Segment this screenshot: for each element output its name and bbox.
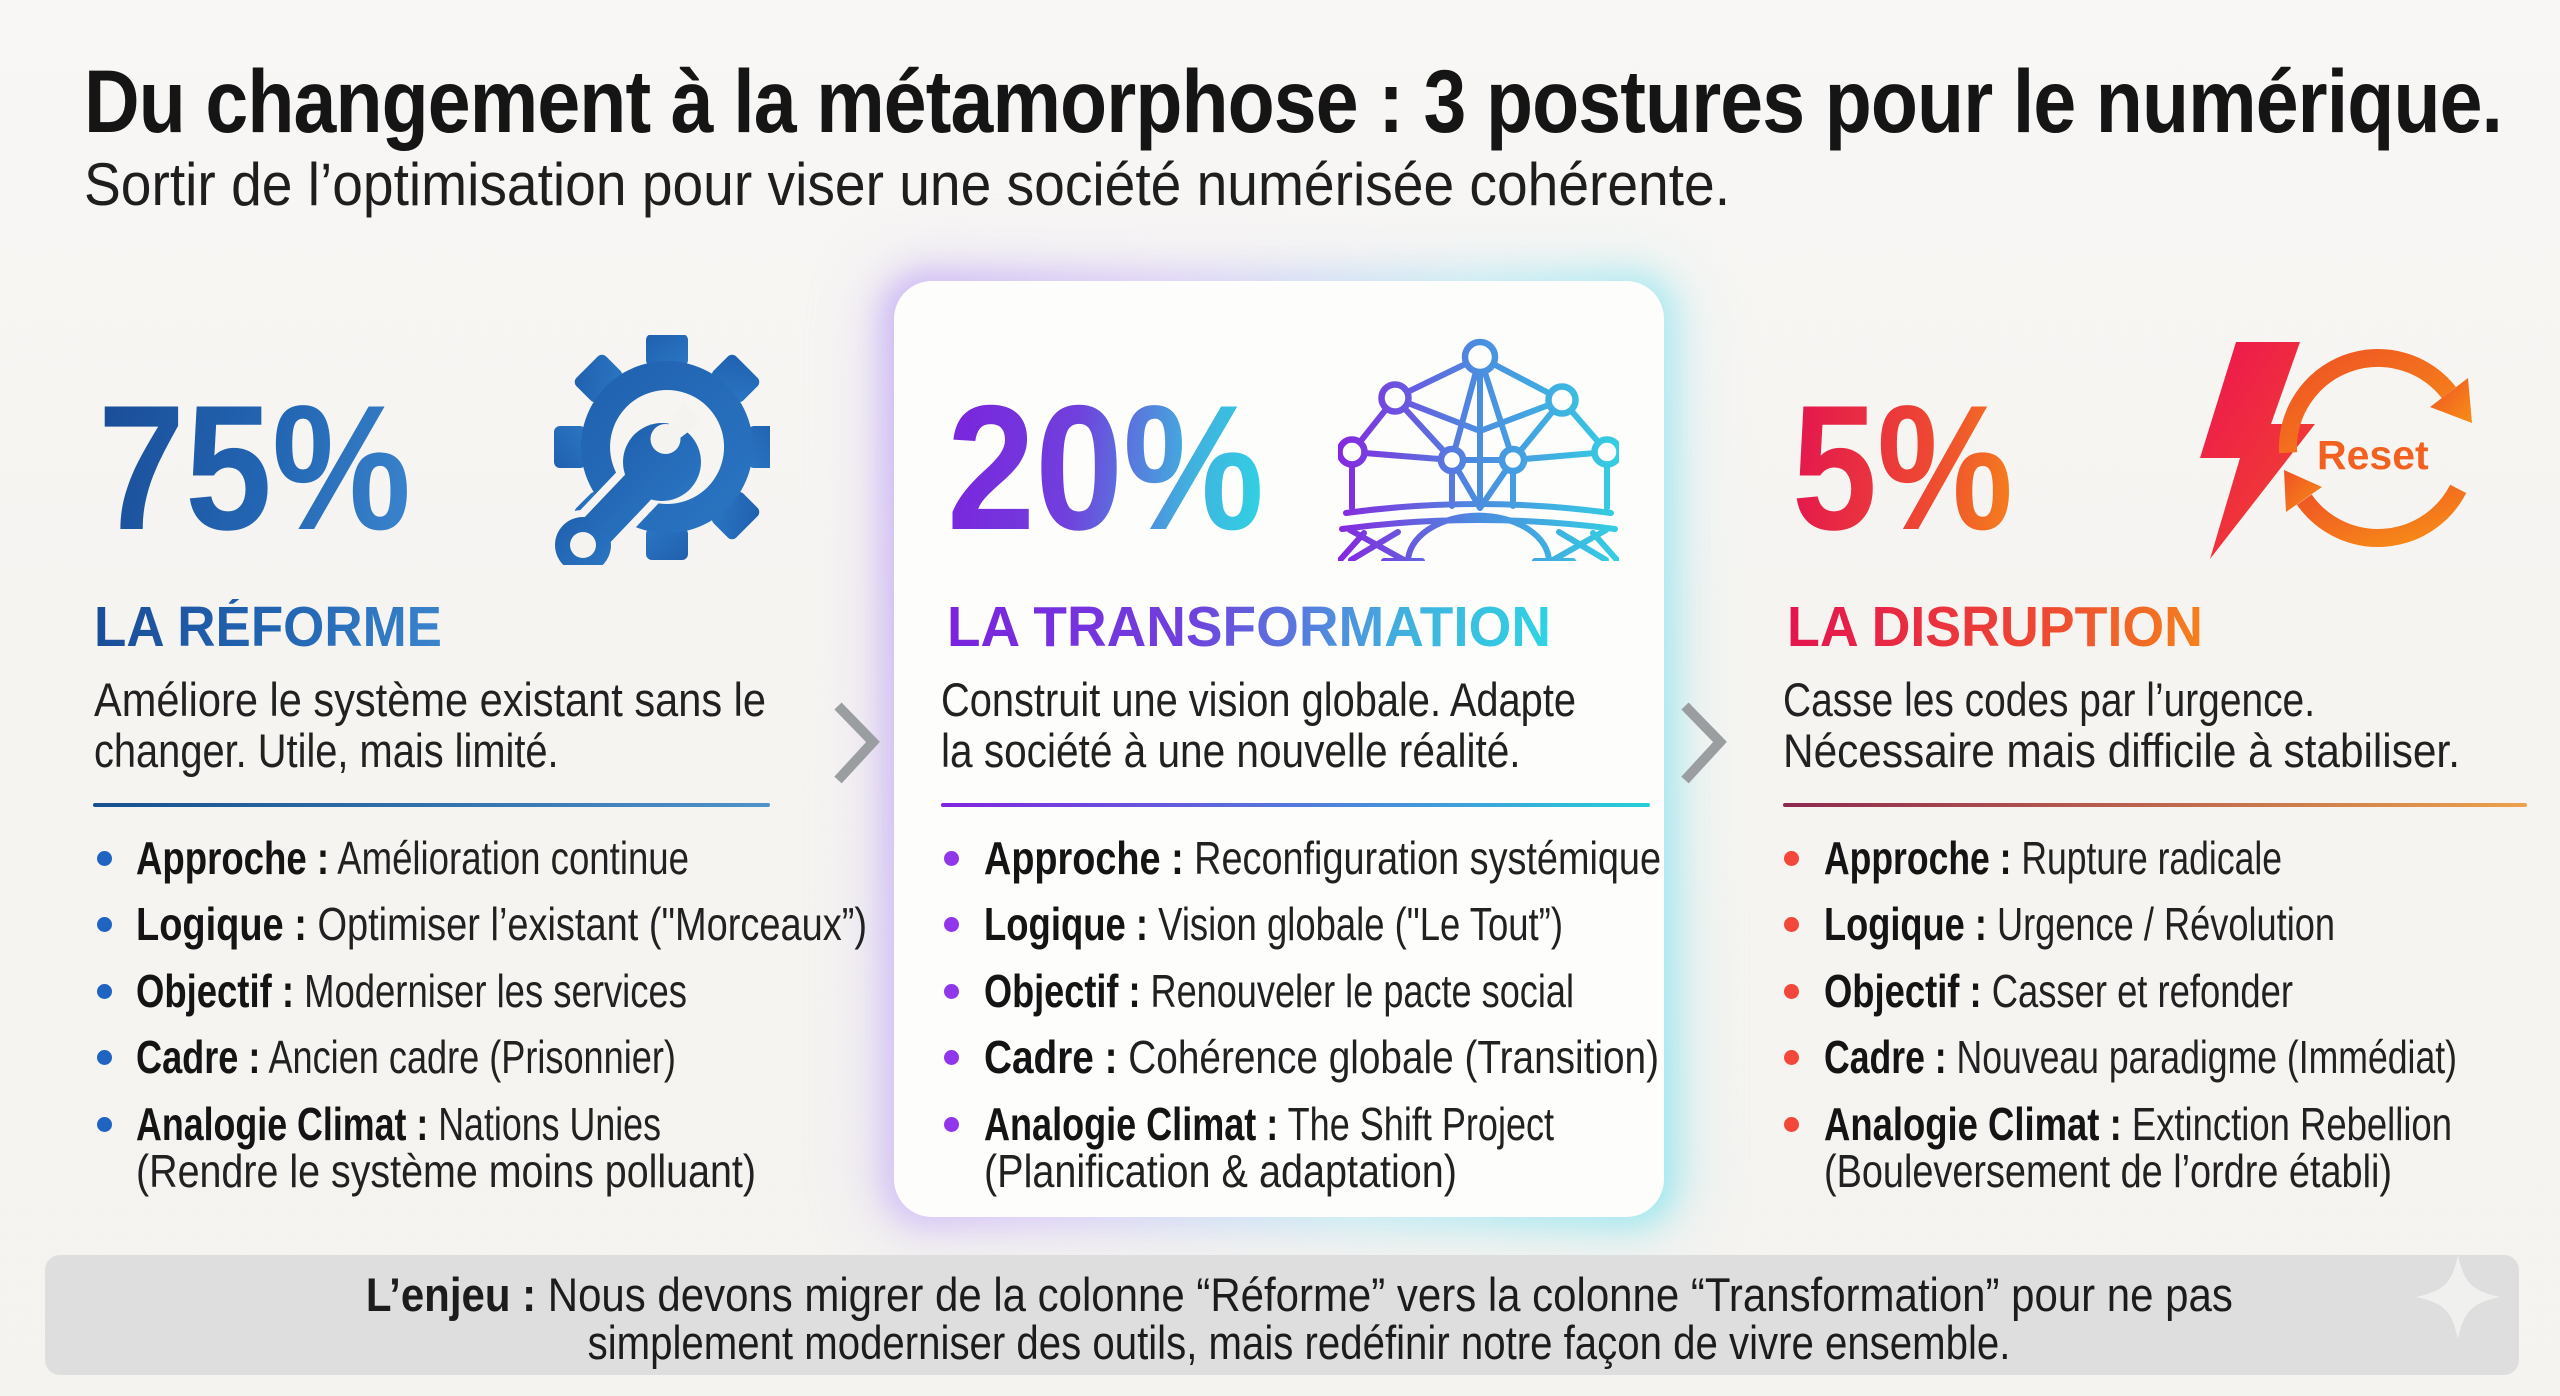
svg-text:Reset: Reset — [2317, 432, 2429, 478]
